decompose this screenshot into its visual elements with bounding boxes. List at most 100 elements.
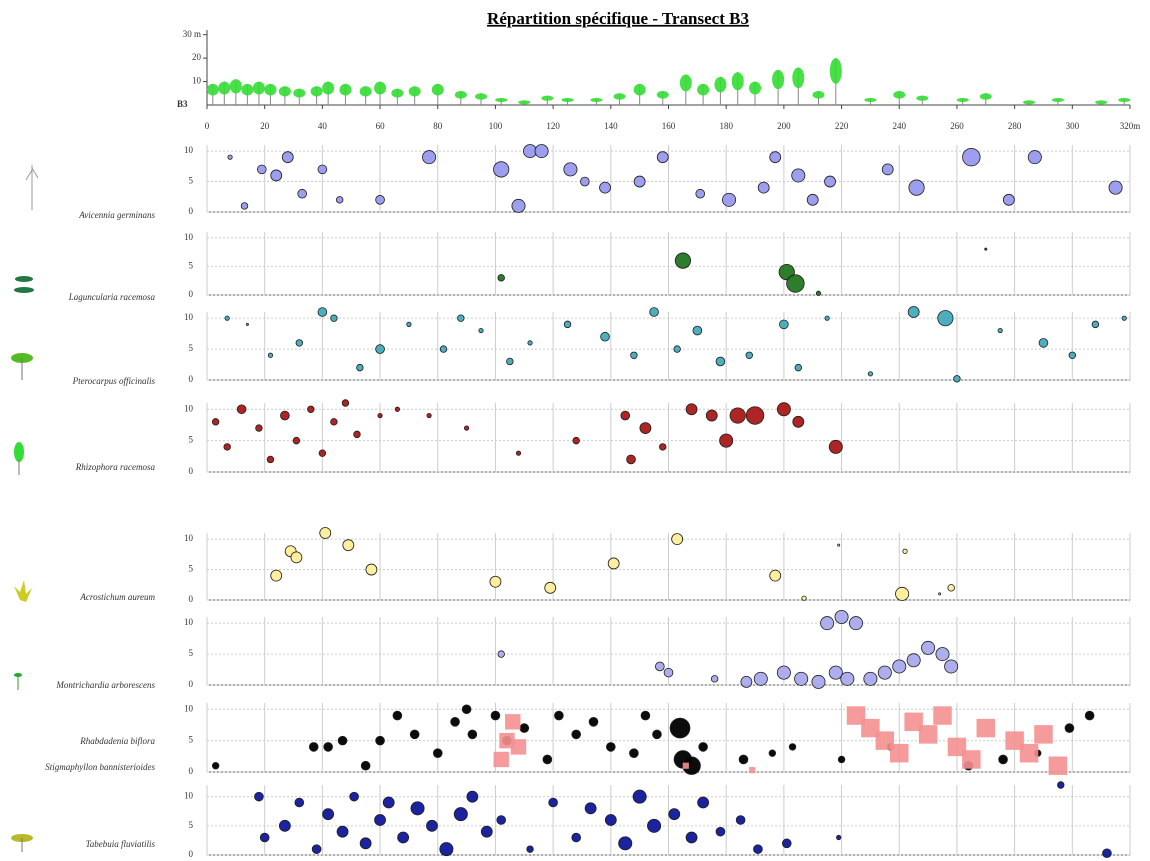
species-label: Stigmaphyllon bannisterioides: [45, 762, 155, 772]
point: [719, 433, 734, 448]
point: [515, 450, 522, 456]
y-tick-label: 10: [184, 145, 194, 155]
tree: [1051, 97, 1064, 105]
canopy: [1095, 100, 1108, 105]
point: [902, 548, 908, 554]
y-tick-label: 5: [189, 176, 194, 186]
point: [828, 439, 843, 454]
point: [359, 837, 372, 850]
y-tick-label: 10: [184, 403, 194, 413]
point: [322, 808, 335, 821]
point: [769, 569, 782, 582]
x-tick-label: 60: [376, 121, 386, 131]
point: [745, 406, 765, 425]
y-tick-label: 0: [189, 374, 194, 384]
patch: [976, 718, 996, 738]
point: [335, 196, 344, 204]
canopy: [749, 81, 762, 95]
point: [935, 647, 950, 662]
point: [1091, 320, 1100, 329]
point: [307, 405, 315, 413]
point: [640, 710, 651, 721]
point: [571, 832, 581, 843]
point: [506, 357, 514, 366]
point: [632, 789, 647, 804]
point: [788, 743, 797, 751]
species-label: Tabebuia fluviatilis: [86, 839, 156, 849]
point: [895, 586, 910, 601]
tree: [206, 83, 219, 105]
point: [867, 371, 874, 377]
point: [692, 325, 703, 336]
tree: [633, 83, 646, 105]
point: [908, 179, 925, 196]
point: [863, 671, 878, 686]
point: [781, 838, 792, 849]
y-tick-label: 5: [189, 343, 194, 353]
tree: [374, 81, 387, 105]
tree: [293, 88, 306, 105]
tree: [264, 83, 277, 105]
point: [792, 415, 805, 428]
point: [1121, 315, 1127, 321]
point: [223, 443, 231, 451]
point: [1057, 781, 1065, 789]
point: [1038, 338, 1049, 348]
point: [1068, 351, 1077, 359]
tree: [359, 86, 372, 105]
canopy: [731, 72, 744, 91]
species-label: Acrostichum aureum: [79, 592, 155, 602]
y-tick-label: 0: [189, 766, 194, 776]
point: [738, 754, 749, 765]
point: [647, 818, 662, 833]
point: [984, 247, 988, 251]
point: [266, 455, 275, 464]
tree: [697, 83, 710, 105]
x-tick-label: 300: [1066, 121, 1080, 131]
point: [426, 412, 432, 419]
canopy: [812, 90, 825, 99]
patch: [861, 718, 880, 738]
tree: [956, 97, 969, 105]
point: [769, 151, 782, 164]
tree: [322, 81, 335, 105]
point: [656, 151, 669, 164]
point: [336, 825, 349, 838]
y-tick-label: 10: [184, 703, 194, 713]
point: [432, 748, 443, 758]
point: [779, 319, 789, 330]
point: [294, 797, 305, 808]
tree: [1095, 100, 1108, 105]
point: [563, 162, 578, 177]
transect-label: B3: [177, 99, 188, 109]
point: [406, 321, 412, 327]
point: [673, 345, 681, 353]
point: [278, 819, 291, 832]
point: [668, 808, 681, 821]
tree: [714, 76, 727, 105]
tree: [731, 72, 744, 105]
patch: [510, 739, 527, 755]
canopy: [772, 69, 785, 90]
point: [588, 717, 599, 727]
point: [353, 430, 361, 439]
canopy: [956, 97, 969, 102]
point: [669, 717, 691, 739]
point: [457, 314, 465, 322]
point: [497, 274, 505, 282]
tree: [613, 93, 626, 105]
point: [497, 650, 505, 658]
tree: [1118, 97, 1131, 105]
y-tick-label: 10: [184, 232, 194, 242]
patch: [918, 725, 938, 744]
y-tick-label: 5: [189, 648, 194, 658]
y-tick-label: 10: [184, 791, 194, 801]
tree: [218, 81, 231, 105]
point: [794, 671, 809, 686]
point: [375, 735, 385, 746]
point: [397, 831, 410, 844]
canopy: [679, 74, 692, 92]
patch: [682, 762, 689, 769]
